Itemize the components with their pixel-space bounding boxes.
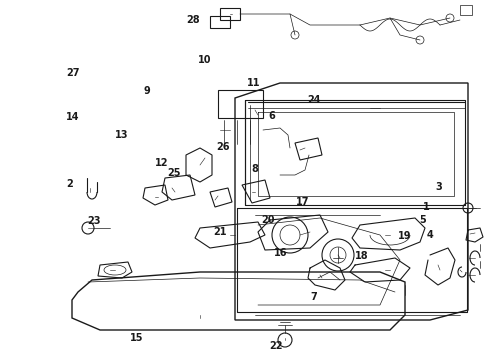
Bar bbox=[460, 5, 472, 15]
Text: 19: 19 bbox=[398, 231, 412, 241]
Text: 8: 8 bbox=[251, 164, 258, 174]
Text: 23: 23 bbox=[87, 216, 101, 226]
Text: 4: 4 bbox=[427, 230, 434, 240]
Text: 18: 18 bbox=[355, 251, 368, 261]
Text: 7: 7 bbox=[310, 292, 317, 302]
Text: 21: 21 bbox=[213, 227, 226, 237]
Text: 26: 26 bbox=[217, 142, 230, 152]
Text: 6: 6 bbox=[269, 111, 275, 121]
Text: 27: 27 bbox=[66, 68, 79, 78]
Text: 14: 14 bbox=[66, 112, 79, 122]
Text: 25: 25 bbox=[168, 168, 181, 178]
Text: 11: 11 bbox=[247, 78, 261, 88]
Text: 13: 13 bbox=[115, 130, 128, 140]
Text: 28: 28 bbox=[187, 15, 200, 25]
Bar bbox=[218, 90, 263, 118]
Text: 3: 3 bbox=[435, 182, 442, 192]
Text: 16: 16 bbox=[273, 248, 287, 258]
Text: 22: 22 bbox=[270, 341, 283, 351]
Text: 17: 17 bbox=[296, 197, 310, 207]
Text: 2: 2 bbox=[67, 179, 74, 189]
Text: 10: 10 bbox=[198, 55, 212, 66]
Text: 12: 12 bbox=[155, 158, 169, 168]
Text: 15: 15 bbox=[129, 333, 143, 343]
Bar bbox=[210, 16, 230, 28]
Text: 24: 24 bbox=[307, 95, 320, 105]
Text: 1: 1 bbox=[423, 202, 430, 212]
Text: 5: 5 bbox=[419, 215, 426, 225]
Text: 20: 20 bbox=[261, 215, 274, 225]
Text: 9: 9 bbox=[144, 86, 150, 96]
